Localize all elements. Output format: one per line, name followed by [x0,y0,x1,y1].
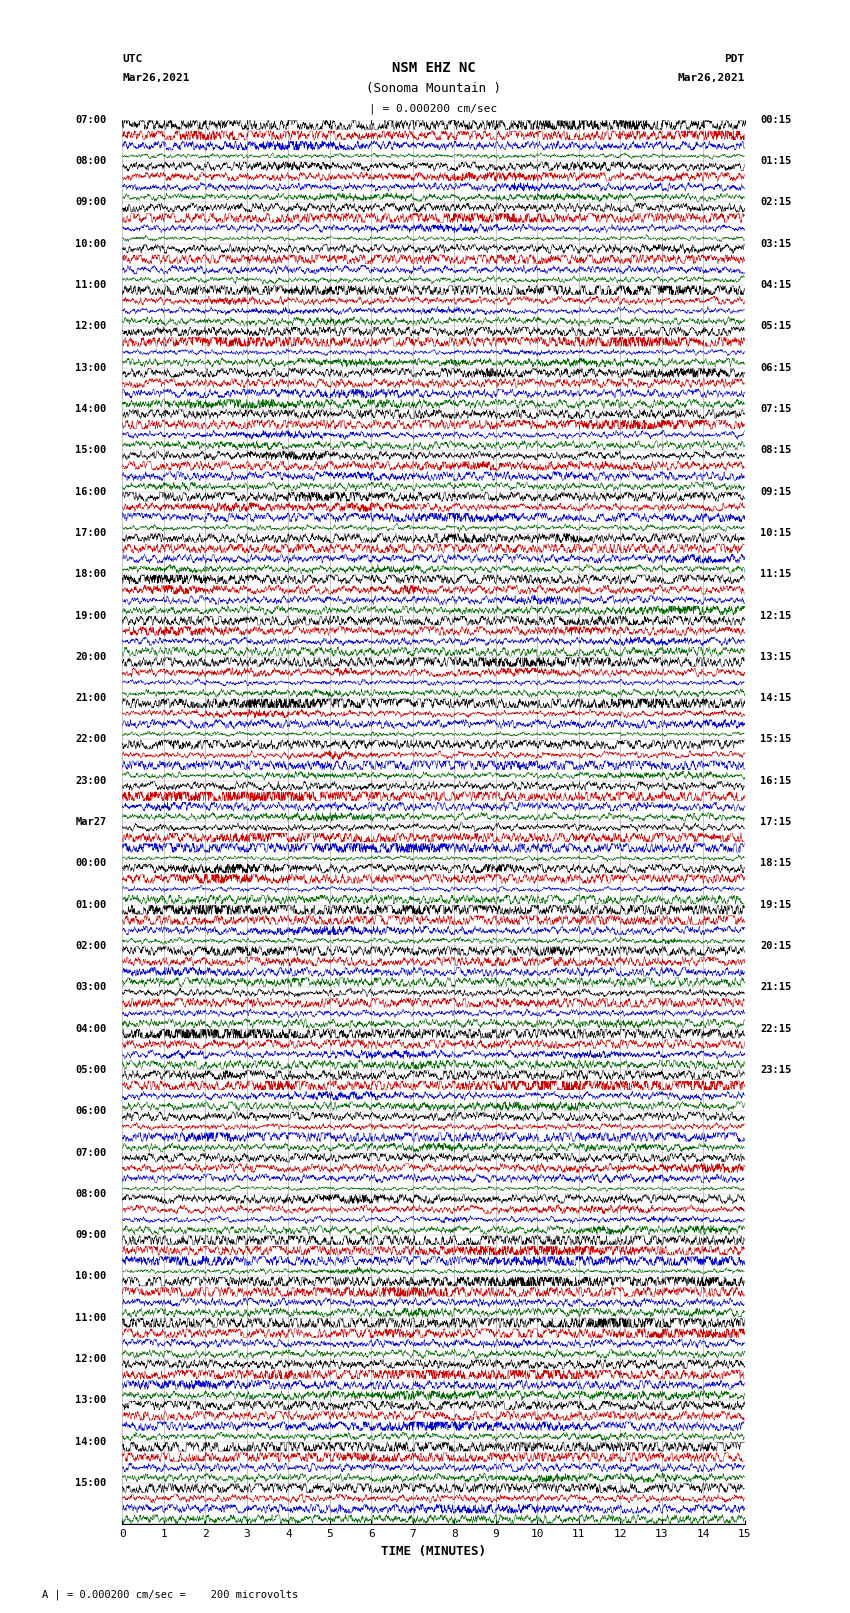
Text: 21:15: 21:15 [760,982,791,992]
Text: 14:15: 14:15 [760,694,791,703]
Text: 18:15: 18:15 [760,858,791,868]
Text: 06:00: 06:00 [76,1107,107,1116]
Text: 15:15: 15:15 [760,734,791,745]
Text: 11:00: 11:00 [76,281,107,290]
Text: 00:00: 00:00 [76,858,107,868]
Text: 02:15: 02:15 [760,197,791,208]
Text: Mar27: Mar27 [76,818,107,827]
Text: UTC: UTC [122,53,143,63]
Text: 23:15: 23:15 [760,1065,791,1074]
Text: 10:00: 10:00 [76,239,107,248]
Text: 12:00: 12:00 [76,321,107,331]
Text: 13:00: 13:00 [76,1395,107,1405]
Text: 10:00: 10:00 [76,1271,107,1281]
Text: 20:00: 20:00 [76,652,107,661]
Text: A | = 0.000200 cm/sec =    200 microvolts: A | = 0.000200 cm/sec = 200 microvolts [42,1589,298,1600]
Text: 08:00: 08:00 [76,1189,107,1198]
Text: 19:15: 19:15 [760,900,791,910]
Text: 08:00: 08:00 [76,156,107,166]
Text: 00:15: 00:15 [760,115,791,124]
Text: 16:15: 16:15 [760,776,791,786]
Text: 16:00: 16:00 [76,487,107,497]
Text: 02:00: 02:00 [76,940,107,952]
Text: 03:00: 03:00 [76,982,107,992]
Text: 17:15: 17:15 [760,818,791,827]
Text: (Sonoma Mountain ): (Sonoma Mountain ) [366,82,501,95]
X-axis label: TIME (MINUTES): TIME (MINUTES) [381,1545,486,1558]
Text: 18:00: 18:00 [76,569,107,579]
Text: 14:00: 14:00 [76,1437,107,1447]
Text: 22:00: 22:00 [76,734,107,745]
Text: 04:00: 04:00 [76,1024,107,1034]
Text: PDT: PDT [724,53,745,63]
Text: 01:00: 01:00 [76,900,107,910]
Text: 09:00: 09:00 [76,197,107,208]
Text: 21:00: 21:00 [76,694,107,703]
Text: 13:00: 13:00 [76,363,107,373]
Text: 15:00: 15:00 [76,445,107,455]
Text: 09:15: 09:15 [760,487,791,497]
Text: NSM EHZ NC: NSM EHZ NC [392,61,475,74]
Text: 07:00: 07:00 [76,1147,107,1158]
Text: | = 0.000200 cm/sec: | = 0.000200 cm/sec [370,103,497,115]
Text: Mar26,2021: Mar26,2021 [122,73,190,84]
Text: 05:15: 05:15 [760,321,791,331]
Text: 03:15: 03:15 [760,239,791,248]
Text: 01:15: 01:15 [760,156,791,166]
Text: 23:00: 23:00 [76,776,107,786]
Text: 11:00: 11:00 [76,1313,107,1323]
Text: 08:15: 08:15 [760,445,791,455]
Text: 14:00: 14:00 [76,403,107,415]
Text: 10:15: 10:15 [760,527,791,537]
Text: 11:15: 11:15 [760,569,791,579]
Text: 07:15: 07:15 [760,403,791,415]
Text: 07:00: 07:00 [76,115,107,124]
Text: 20:15: 20:15 [760,940,791,952]
Text: 06:15: 06:15 [760,363,791,373]
Text: 19:00: 19:00 [76,610,107,621]
Text: 09:00: 09:00 [76,1231,107,1240]
Text: 12:15: 12:15 [760,610,791,621]
Text: 17:00: 17:00 [76,527,107,537]
Text: Mar26,2021: Mar26,2021 [677,73,745,84]
Text: 13:15: 13:15 [760,652,791,661]
Text: 04:15: 04:15 [760,281,791,290]
Text: 05:00: 05:00 [76,1065,107,1074]
Text: 12:00: 12:00 [76,1353,107,1365]
Text: 15:00: 15:00 [76,1478,107,1487]
Text: 22:15: 22:15 [760,1024,791,1034]
